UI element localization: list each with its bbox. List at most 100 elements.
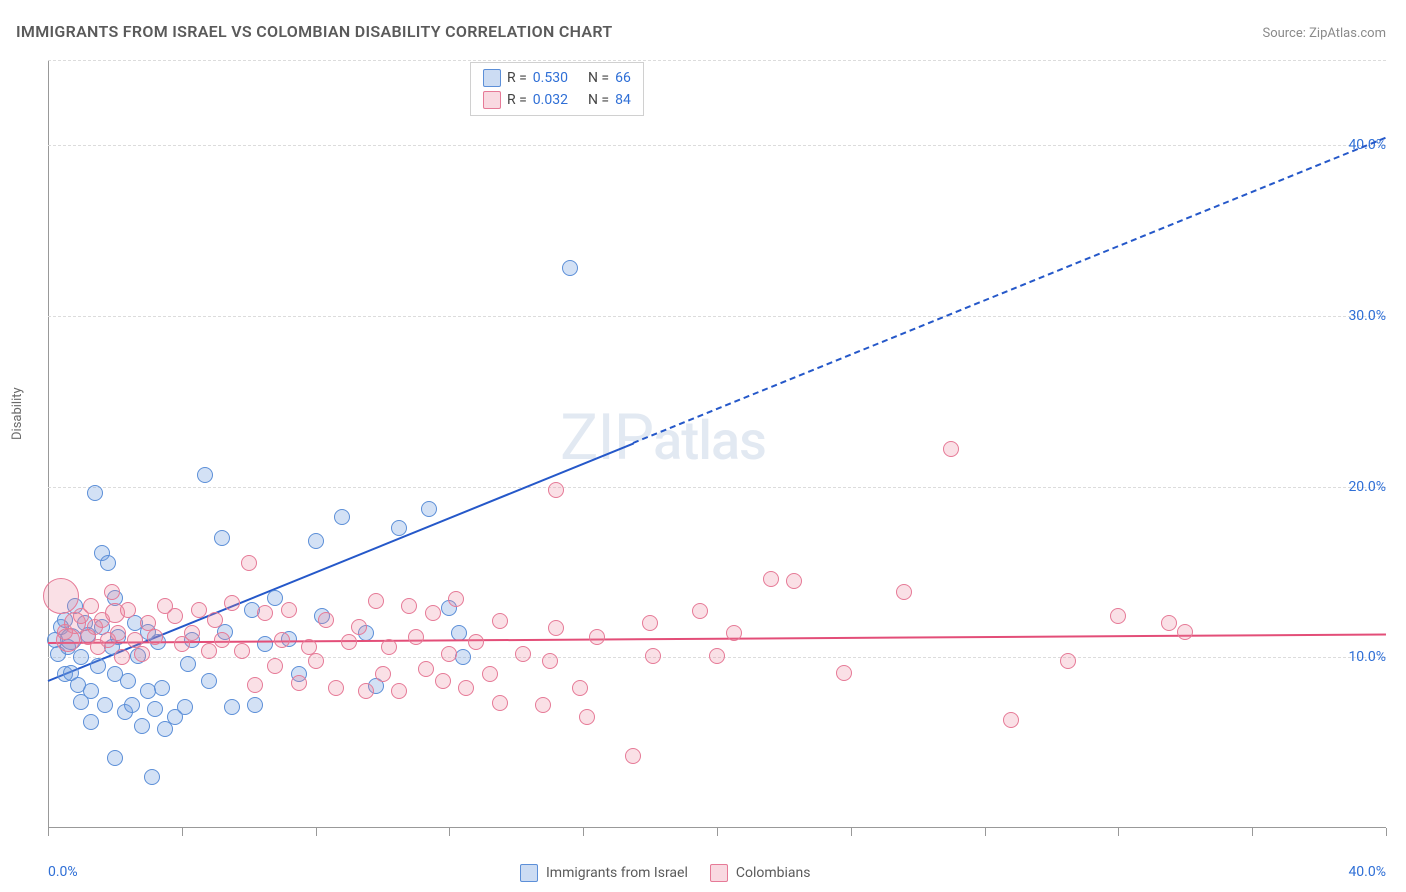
data-point-colombian — [391, 683, 407, 699]
data-point-colombian — [401, 598, 417, 614]
data-point-colombian — [318, 612, 334, 628]
data-point-colombian — [458, 680, 474, 696]
x-tick — [851, 828, 852, 836]
data-point-colombian — [709, 648, 725, 664]
legend-label-colombian: Colombians — [736, 865, 811, 881]
data-point-colombian — [448, 591, 464, 607]
data-point-israel — [83, 714, 99, 730]
n-label: N = — [588, 70, 609, 86]
gridline — [48, 487, 1386, 488]
data-point-israel — [421, 501, 437, 517]
x-tick — [1386, 828, 1387, 836]
data-point-colombian — [328, 680, 344, 696]
n-value-israel: 66 — [615, 70, 631, 86]
data-point-colombian — [147, 629, 163, 645]
n-value-colombian: 84 — [615, 92, 631, 108]
swatch-pink-icon — [710, 864, 728, 882]
data-point-colombian — [104, 584, 120, 600]
source-label: Source: ZipAtlas.com — [1262, 26, 1386, 41]
data-point-israel — [134, 718, 150, 734]
data-point-colombian — [1110, 608, 1126, 624]
data-point-colombian — [358, 683, 374, 699]
data-point-colombian — [241, 555, 257, 571]
data-point-colombian — [435, 673, 451, 689]
data-point-colombian — [1177, 624, 1193, 640]
data-point-israel — [180, 656, 196, 672]
data-point-colombian — [234, 643, 250, 659]
legend-stats-row-israel: R = 0.530 N = 66 — [479, 67, 635, 89]
data-point-israel — [100, 555, 116, 571]
data-point-israel — [247, 697, 263, 713]
data-point-colombian — [308, 653, 324, 669]
r-value-colombian: 0.032 — [533, 92, 568, 108]
data-point-colombian — [548, 620, 564, 636]
data-point-colombian — [572, 680, 588, 696]
y-tick-label: 20.0% — [1348, 479, 1386, 495]
gridline — [48, 60, 1386, 61]
data-point-colombian — [548, 482, 564, 498]
data-point-colombian — [943, 441, 959, 457]
data-point-israel — [83, 683, 99, 699]
gridline — [48, 316, 1386, 317]
data-point-colombian — [542, 653, 558, 669]
x-tick — [449, 828, 450, 836]
data-point-israel — [87, 485, 103, 501]
data-point-colombian — [692, 603, 708, 619]
data-point-colombian — [492, 695, 508, 711]
data-point-colombian — [247, 677, 263, 693]
data-point-colombian — [368, 593, 384, 609]
data-point-israel — [120, 673, 136, 689]
r-label: R = — [507, 70, 527, 86]
data-point-colombian — [1060, 653, 1076, 669]
watermark: ZIPatlas — [560, 400, 766, 475]
data-point-colombian — [645, 648, 661, 664]
data-point-israel — [267, 590, 283, 606]
data-point-colombian — [207, 612, 223, 628]
data-point-israel — [562, 260, 578, 276]
data-point-israel — [177, 699, 193, 715]
data-point-colombian — [726, 625, 742, 641]
data-point-colombian — [896, 584, 912, 600]
data-point-colombian — [184, 625, 200, 641]
chart-title: IMMIGRANTS FROM ISRAEL VS COLOMBIAN DISA… — [16, 22, 612, 41]
x-tick — [583, 828, 584, 836]
data-point-colombian — [786, 573, 802, 589]
legend-item-colombian: Colombians — [710, 864, 811, 882]
data-point-colombian — [167, 608, 183, 624]
y-axis-label: Disability — [10, 387, 25, 440]
data-point-colombian — [341, 634, 357, 650]
data-point-colombian — [114, 649, 130, 665]
legend-bottom: Immigrants from Israel Colombians — [520, 864, 811, 882]
data-point-israel — [73, 649, 89, 665]
x-axis-label-right: 40.0% — [1348, 864, 1386, 880]
data-point-colombian — [589, 629, 605, 645]
data-point-colombian — [836, 665, 852, 681]
data-point-colombian — [224, 595, 240, 611]
x-tick — [48, 828, 49, 836]
data-point-colombian — [134, 646, 150, 662]
data-point-colombian — [375, 666, 391, 682]
legend-stats: R = 0.530 N = 66 R = 0.032 N = 84 — [470, 62, 644, 116]
data-point-colombian — [274, 632, 290, 648]
x-tick — [717, 828, 718, 836]
data-point-colombian — [535, 697, 551, 713]
gridline — [48, 145, 1386, 146]
data-point-colombian — [43, 578, 79, 614]
legend-label-israel: Immigrants from Israel — [546, 865, 688, 881]
data-point-colombian — [625, 748, 641, 764]
data-point-israel — [154, 680, 170, 696]
x-tick — [1252, 828, 1253, 836]
data-point-colombian — [579, 709, 595, 725]
x-tick — [182, 828, 183, 836]
data-point-israel — [107, 750, 123, 766]
data-point-colombian — [515, 646, 531, 662]
data-point-colombian — [425, 605, 441, 621]
data-point-israel — [214, 530, 230, 546]
data-point-colombian — [1003, 712, 1019, 728]
data-point-israel — [197, 467, 213, 483]
data-point-colombian — [281, 602, 297, 618]
data-point-colombian — [763, 571, 779, 587]
data-point-colombian — [1161, 615, 1177, 631]
r-value-israel: 0.530 — [533, 70, 568, 86]
data-point-colombian — [257, 605, 273, 621]
